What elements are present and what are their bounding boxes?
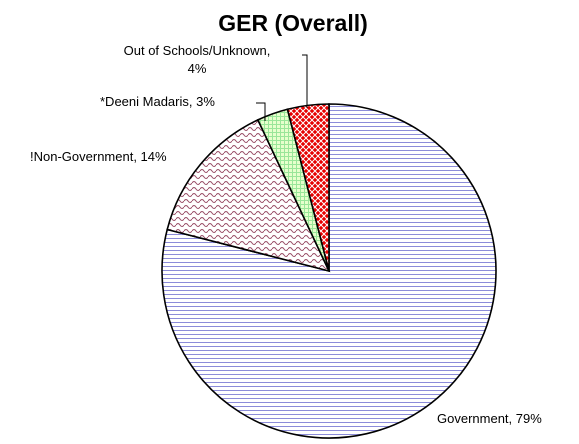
pie-slices: [161, 103, 497, 439]
slice-label-out-of-schools: Out of Schools/Unknown, 4%: [124, 43, 271, 76]
chart-title: GER (Overall): [218, 10, 368, 36]
pie-slice-out-of-schools: [286, 103, 330, 272]
slice-labels: Government, 79% !Non-Government, 14% *Deen…: [30, 43, 542, 426]
slice-label-government: Government, 79%: [437, 411, 542, 426]
slice-label-non-government: !Non-Government, 14%: [30, 149, 167, 164]
pie-slice-non-government: [166, 118, 331, 273]
pie-slice-government: [161, 103, 497, 439]
slice-label-deeni-madaris: *Deeni Madaris, 3%: [100, 94, 215, 109]
leader-line-out-of-schools: [302, 54, 308, 108]
leader-line-deeni-madaris: [256, 102, 266, 121]
label-leader-lines: [256, 54, 308, 121]
